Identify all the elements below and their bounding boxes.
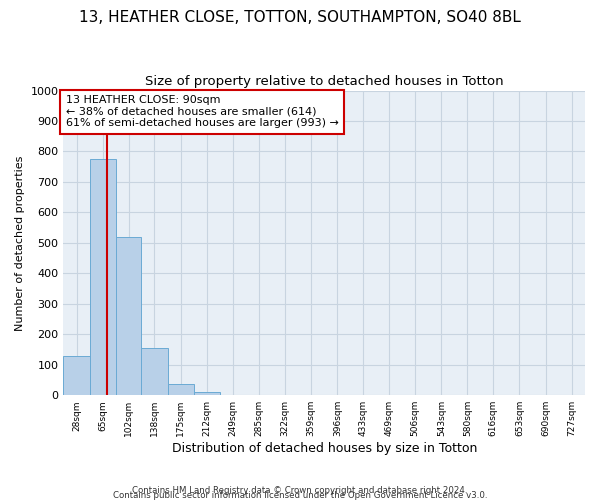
Bar bbox=[116, 237, 142, 395]
Text: 13, HEATHER CLOSE, TOTTON, SOUTHAMPTON, SO40 8BL: 13, HEATHER CLOSE, TOTTON, SOUTHAMPTON, … bbox=[79, 10, 521, 25]
Text: 13 HEATHER CLOSE: 90sqm
← 38% of detached houses are smaller (614)
61% of semi-d: 13 HEATHER CLOSE: 90sqm ← 38% of detache… bbox=[66, 95, 339, 128]
Y-axis label: Number of detached properties: Number of detached properties bbox=[15, 155, 25, 330]
Bar bbox=[194, 392, 220, 395]
Bar bbox=[89, 159, 116, 395]
Bar bbox=[167, 384, 194, 395]
Text: Contains public sector information licensed under the Open Government Licence v3: Contains public sector information licen… bbox=[113, 491, 487, 500]
Text: Contains HM Land Registry data © Crown copyright and database right 2024.: Contains HM Land Registry data © Crown c… bbox=[132, 486, 468, 495]
Bar bbox=[64, 356, 89, 395]
Title: Size of property relative to detached houses in Totton: Size of property relative to detached ho… bbox=[145, 75, 503, 88]
Bar bbox=[142, 348, 167, 395]
X-axis label: Distribution of detached houses by size in Totton: Distribution of detached houses by size … bbox=[172, 442, 477, 455]
